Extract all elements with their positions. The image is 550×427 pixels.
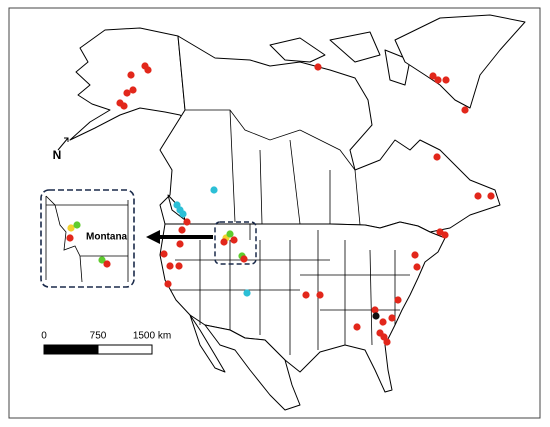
- site-markers: [66, 62, 495, 346]
- north-label: N: [53, 148, 62, 162]
- north-arrow: N: [53, 137, 69, 162]
- site-marker: [371, 306, 379, 314]
- site-marker: [230, 236, 238, 244]
- site-marker: [434, 76, 442, 84]
- site-marker: [123, 89, 131, 97]
- site-marker: [314, 63, 322, 71]
- site-marker: [129, 86, 137, 94]
- site-marker: [411, 251, 419, 259]
- site-marker: [166, 262, 174, 270]
- site-marker: [120, 102, 128, 110]
- site-marker: [243, 289, 251, 297]
- site-marker: [98, 256, 106, 264]
- site-marker: [178, 226, 186, 234]
- scale-label: 1500 km: [133, 331, 171, 342]
- site-marker: [441, 231, 449, 239]
- site-marker: [179, 210, 187, 218]
- site-marker: [160, 250, 168, 258]
- scale-bar: 0 750 1500 km: [41, 331, 171, 355]
- basemap: [40, 14, 526, 411]
- site-marker: [302, 291, 310, 299]
- scale-label: 750: [90, 331, 107, 342]
- site-marker: [164, 280, 172, 288]
- site-marker: [474, 192, 482, 200]
- site-marker: [372, 312, 380, 320]
- montana-box: [214, 221, 257, 265]
- site-marker: [461, 106, 469, 114]
- site-marker: [394, 296, 402, 304]
- site-marker: [487, 192, 495, 200]
- site-marker: [220, 238, 228, 246]
- inset-arrowhead: [146, 230, 160, 244]
- site-marker: [379, 318, 387, 326]
- site-marker: [175, 262, 183, 270]
- inset-label: Montana: [86, 232, 128, 243]
- site-marker: [413, 263, 421, 271]
- site-marker: [210, 186, 218, 194]
- site-marker: [353, 323, 361, 331]
- site-marker: [176, 240, 184, 248]
- site-marker: [226, 230, 234, 238]
- site-marker: [429, 72, 437, 80]
- site-marker: [383, 338, 391, 346]
- site-marker: [240, 255, 248, 263]
- site-marker: [144, 66, 152, 74]
- site-marker: [183, 218, 191, 226]
- site-marker: [442, 76, 450, 84]
- site-marker: [66, 234, 74, 242]
- inset-box: [40, 189, 135, 288]
- site-marker: [316, 291, 324, 299]
- site-marker: [433, 153, 441, 161]
- site-marker: [73, 221, 81, 229]
- site-marker: [127, 71, 135, 79]
- site-marker: [67, 224, 75, 232]
- scale-label: 0: [41, 331, 47, 342]
- site-marker: [103, 260, 111, 268]
- site-marker: [388, 314, 396, 322]
